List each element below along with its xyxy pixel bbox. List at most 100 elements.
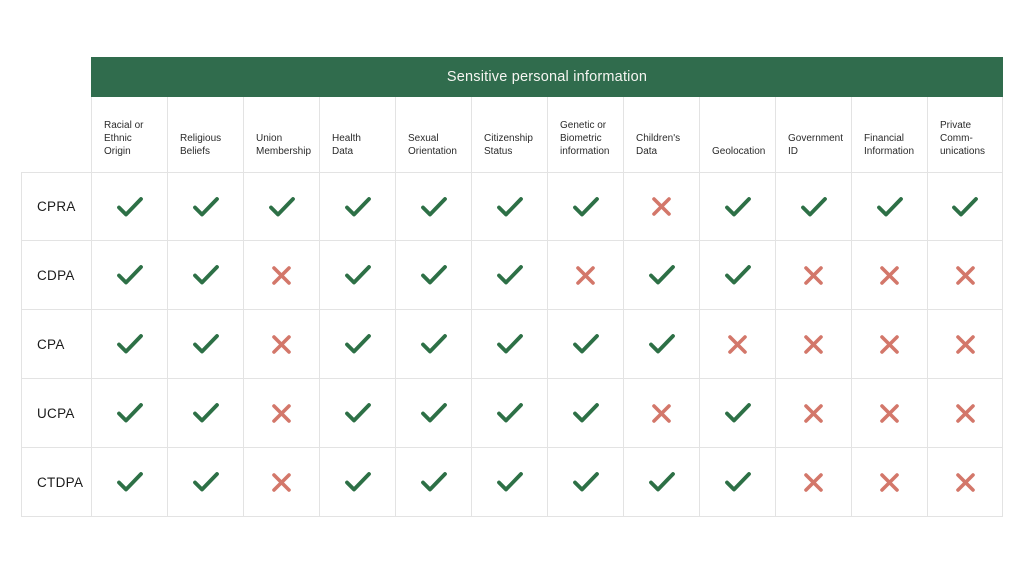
cross-icon — [650, 402, 673, 425]
check-icon — [191, 332, 221, 356]
cross-icon — [802, 264, 825, 287]
check-icon — [647, 263, 677, 287]
column-header: Genetic or Biometric information — [547, 97, 623, 172]
matrix-cell — [775, 448, 851, 517]
matrix-cell — [243, 379, 319, 448]
check-icon — [495, 332, 525, 356]
matrix-cell — [927, 310, 1003, 379]
table-title-band: Sensitive personal information — [91, 57, 1003, 97]
column-header: Health Data — [319, 97, 395, 172]
matrix-cell — [547, 448, 623, 517]
matrix-cell — [91, 379, 167, 448]
cross-icon — [954, 402, 977, 425]
check-icon — [571, 195, 601, 219]
check-icon — [571, 470, 601, 494]
matrix-cell — [91, 448, 167, 517]
check-icon — [950, 195, 980, 219]
header-spacer — [21, 97, 91, 172]
matrix-cell — [395, 310, 471, 379]
row-label: CDPA — [21, 241, 91, 310]
column-header: Union Membership — [243, 97, 319, 172]
row-label: CTDPA — [21, 448, 91, 517]
check-icon — [419, 470, 449, 494]
matrix-cell — [471, 172, 547, 241]
matrix-cell — [91, 172, 167, 241]
table-row: UCPA — [21, 379, 1003, 448]
matrix-cell — [623, 448, 699, 517]
matrix-cell — [471, 241, 547, 310]
check-icon — [495, 401, 525, 425]
matrix-cell — [471, 448, 547, 517]
matrix-cell — [547, 172, 623, 241]
matrix-cell — [927, 172, 1003, 241]
column-header: Racial or Ethnic Origin — [91, 97, 167, 172]
matrix-cell — [623, 172, 699, 241]
cross-icon — [270, 471, 293, 494]
check-icon — [191, 263, 221, 287]
check-icon — [495, 470, 525, 494]
matrix-cell — [395, 379, 471, 448]
matrix-cell — [395, 448, 471, 517]
matrix-cell — [91, 310, 167, 379]
check-icon — [115, 470, 145, 494]
matrix-cell — [167, 310, 243, 379]
table-row: CTDPA — [21, 448, 1003, 517]
check-icon — [723, 195, 753, 219]
matrix-cell — [167, 379, 243, 448]
cross-icon — [726, 333, 749, 356]
matrix-cell — [167, 172, 243, 241]
cross-icon — [878, 333, 901, 356]
cross-icon — [574, 264, 597, 287]
column-header: Religious Beliefs — [167, 97, 243, 172]
cross-icon — [878, 402, 901, 425]
check-icon — [495, 195, 525, 219]
matrix-cell — [851, 241, 927, 310]
cross-icon — [802, 402, 825, 425]
row-label: CPRA — [21, 172, 91, 241]
matrix-cell — [243, 241, 319, 310]
check-icon — [419, 332, 449, 356]
cross-icon — [954, 264, 977, 287]
matrix-cell — [623, 379, 699, 448]
matrix-cell — [851, 310, 927, 379]
column-header-row: Racial or Ethnic Origin Religious Beliefs… — [21, 97, 1003, 172]
check-icon — [115, 401, 145, 425]
matrix-cell — [471, 379, 547, 448]
matrix-cell — [699, 448, 775, 517]
matrix-cell — [699, 172, 775, 241]
matrix-cell — [319, 448, 395, 517]
cross-icon — [650, 195, 673, 218]
matrix-cell — [775, 241, 851, 310]
check-icon — [723, 401, 753, 425]
check-icon — [723, 263, 753, 287]
matrix-cell — [927, 241, 1003, 310]
matrix-cell — [699, 379, 775, 448]
cross-icon — [802, 333, 825, 356]
matrix-cell — [623, 310, 699, 379]
check-icon — [343, 332, 373, 356]
matrix-cell — [851, 379, 927, 448]
matrix-cell — [471, 310, 547, 379]
column-header: Children's Data — [623, 97, 699, 172]
matrix-cell — [167, 241, 243, 310]
check-icon — [343, 195, 373, 219]
check-icon — [343, 401, 373, 425]
column-header: Citizenship Status — [471, 97, 547, 172]
table-row: CDPA — [21, 241, 1003, 310]
check-icon — [419, 263, 449, 287]
comparison-table: Sensitive personal information Racial or… — [21, 57, 1003, 517]
matrix-cell — [319, 310, 395, 379]
matrix-cell — [395, 172, 471, 241]
matrix-cell — [319, 241, 395, 310]
cross-icon — [270, 402, 293, 425]
matrix-cell — [775, 172, 851, 241]
check-icon — [799, 195, 829, 219]
matrix-cell — [623, 241, 699, 310]
matrix-cell — [775, 379, 851, 448]
check-icon — [419, 401, 449, 425]
matrix-cell — [699, 241, 775, 310]
matrix-rows: CPRA CDPA CPA UCPA CTDPA — [21, 172, 1003, 517]
row-label: CPA — [21, 310, 91, 379]
check-icon — [571, 401, 601, 425]
matrix-cell — [547, 310, 623, 379]
